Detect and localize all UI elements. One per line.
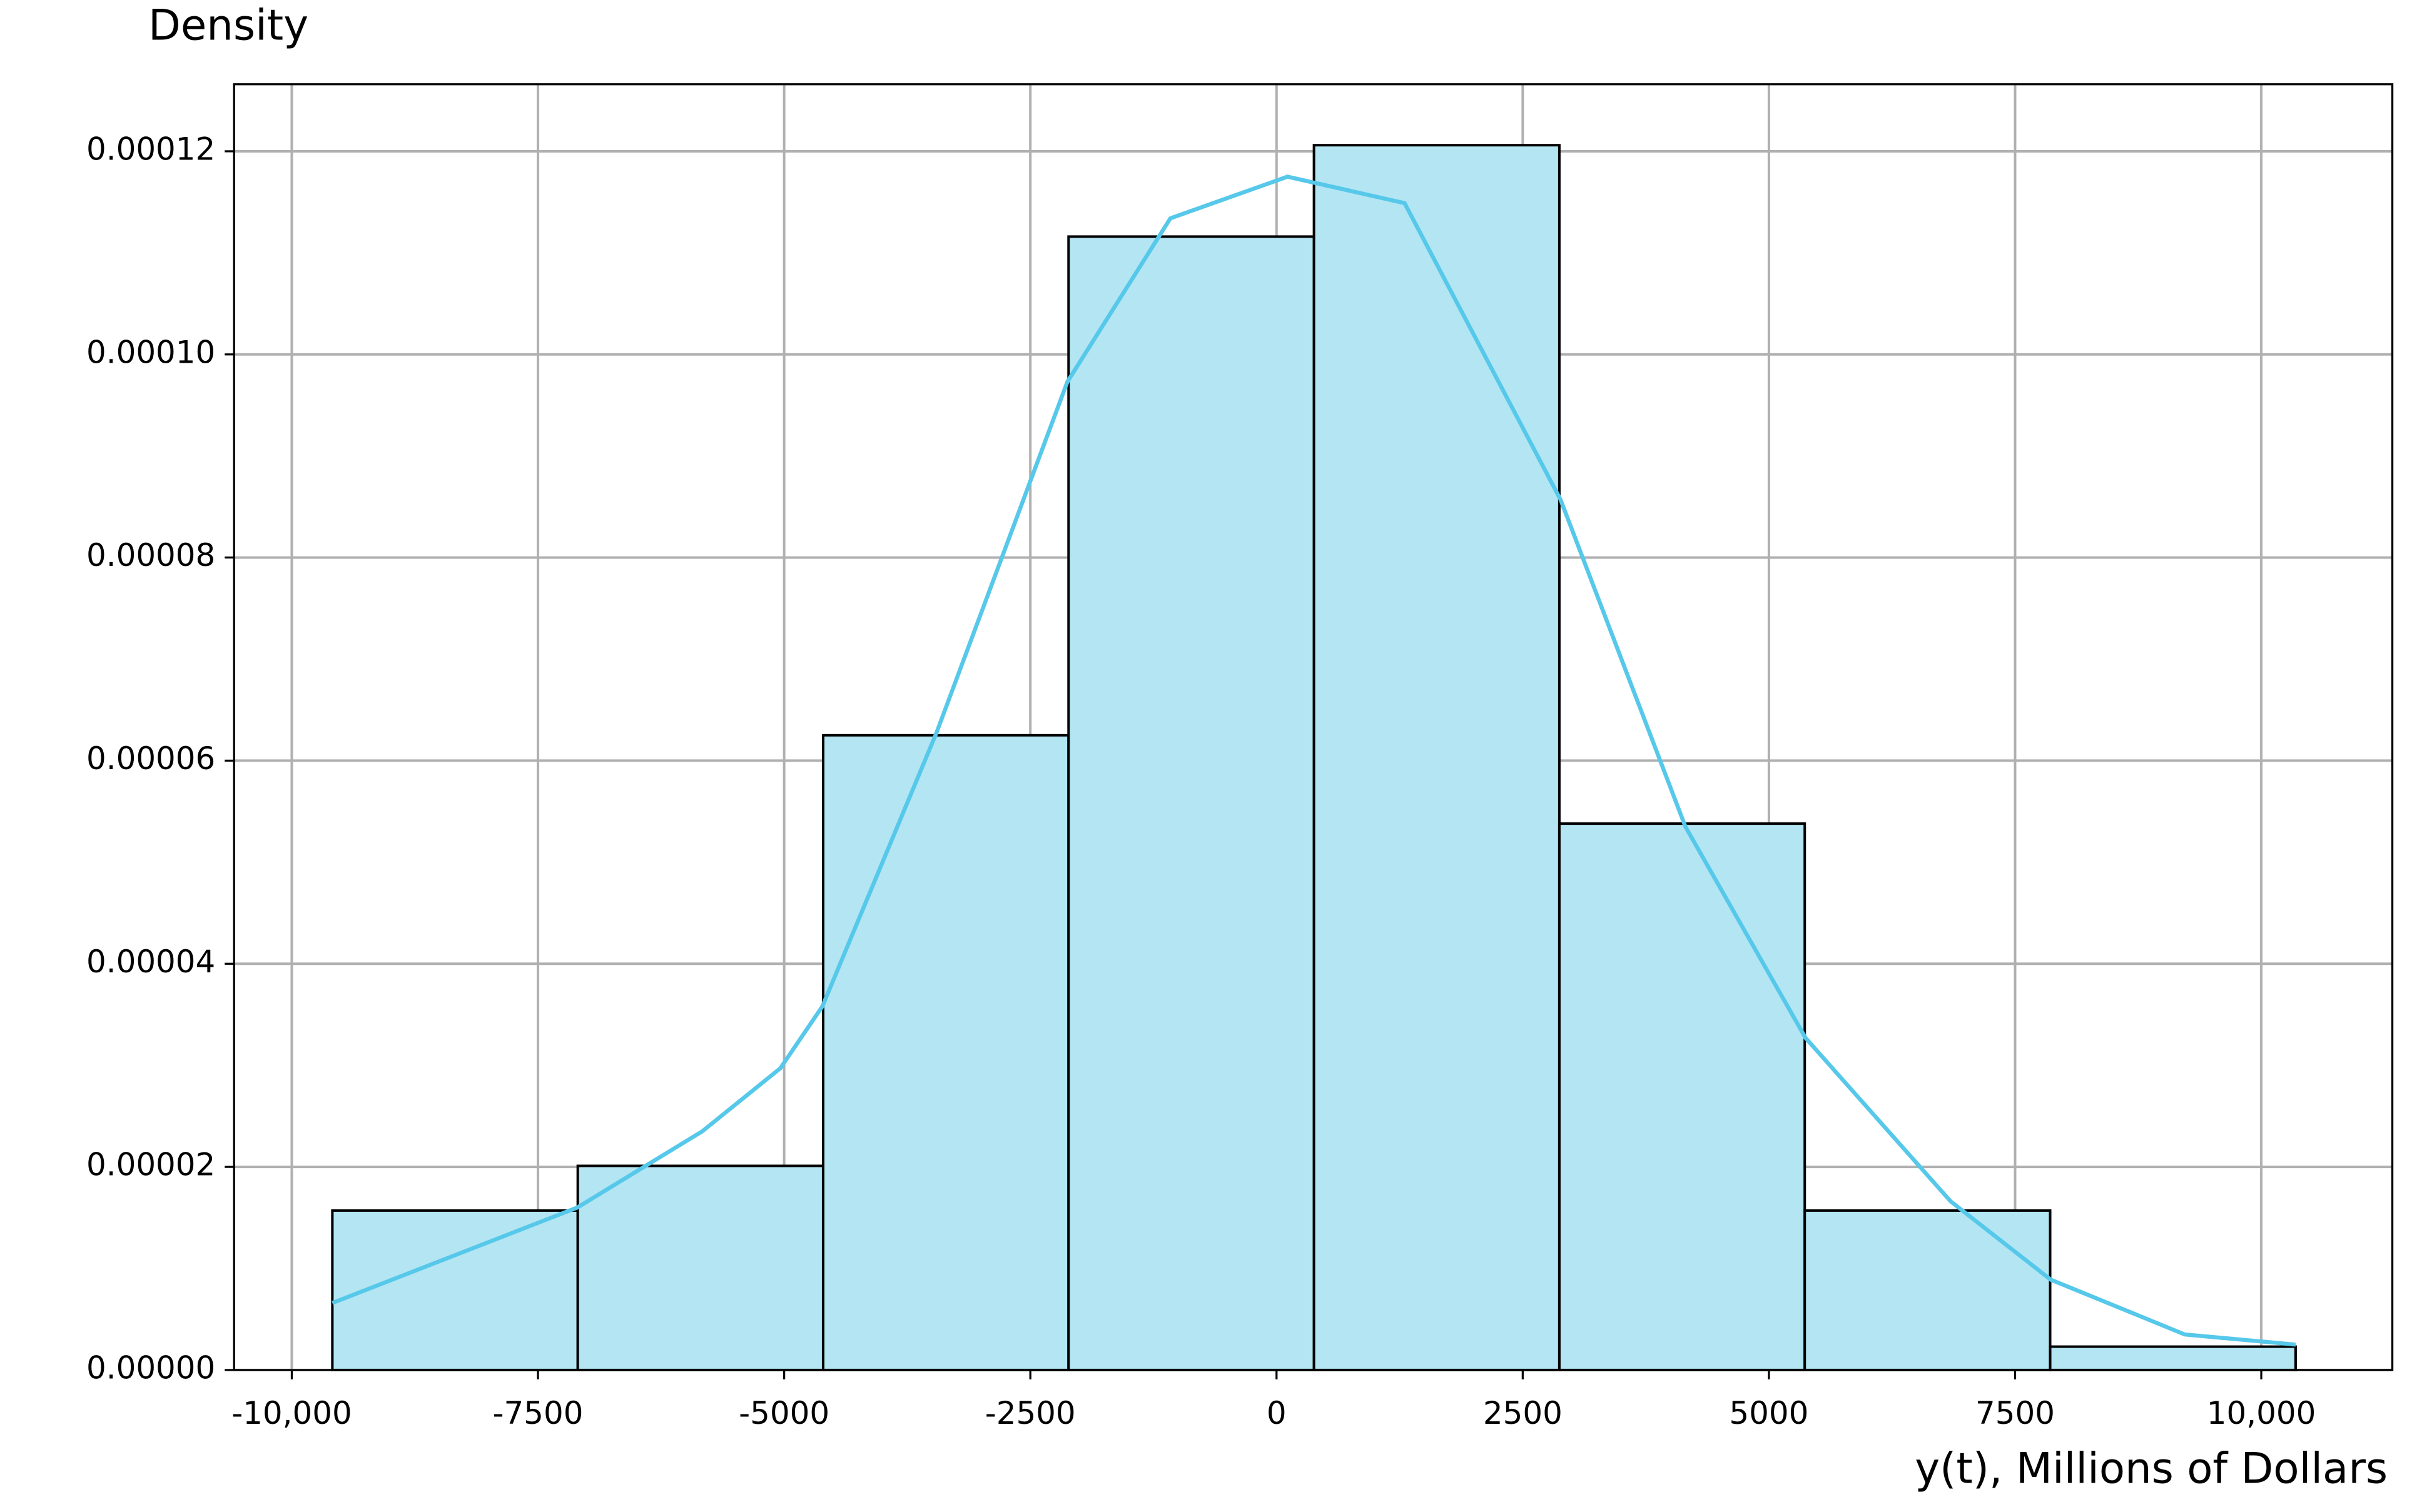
y-tick-label: 0.00006 (86, 740, 215, 777)
y-tick-label: 0.00008 (86, 537, 215, 573)
x-tick-label: -7500 (493, 1395, 584, 1431)
bar (1803, 1209, 2052, 1371)
bar (576, 1164, 824, 1371)
x-tick-label: -5000 (739, 1395, 829, 1431)
bar (1067, 235, 1315, 1371)
x-tick-label: 2500 (1483, 1395, 1563, 1431)
y-tick-label: 0.00004 (86, 944, 215, 980)
bar (1558, 822, 1806, 1371)
bar (821, 733, 1070, 1371)
y-axis-label: Density (148, 0, 308, 49)
x-tick-label: 10,000 (2207, 1395, 2316, 1431)
y-tick-label: 0.00002 (86, 1147, 215, 1183)
plot-frame (233, 83, 2394, 1371)
y-tick-label: 0.00010 (86, 334, 215, 370)
y-tick-label: 0.00000 (86, 1349, 215, 1386)
x-tick-label: -2500 (985, 1395, 1076, 1431)
kde-line (332, 174, 2296, 1347)
x-tick-label: 5000 (1729, 1395, 1808, 1431)
x-axis-label: y(t), Millions of Dollars (1915, 1444, 2388, 1493)
x-tick-label: 0 (1267, 1395, 1287, 1431)
bar (1312, 144, 1561, 1371)
y-tick-label: 0.00012 (86, 131, 215, 167)
bar (2049, 1345, 2297, 1371)
bar (331, 1209, 579, 1371)
x-tick-label: -10,000 (231, 1395, 352, 1431)
x-tick-label: 7500 (1975, 1395, 2055, 1431)
